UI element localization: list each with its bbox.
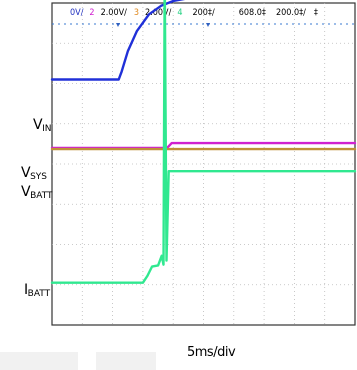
- header-item-7: 608.0‡: [239, 8, 266, 18]
- header-item-6: 200‡/: [192, 8, 214, 18]
- label-vin: VIN: [33, 117, 52, 134]
- label-vsys: VSYS: [21, 165, 48, 182]
- trace-ibatt: [50, 0, 357, 284]
- trace-group: [50, 0, 357, 284]
- header-item-2: 2.00V/: [101, 8, 128, 18]
- channel-header: 0V/2 2.00V/3 2.00V/4 200‡/ 608.0‡ 200.0‡/ ‡: [52, 8, 355, 27]
- header-item-4: 2.00V/: [145, 8, 172, 18]
- trace-vsys: [50, 141, 357, 150]
- background-block-right: [96, 352, 156, 370]
- label-ibatt: IBATT: [24, 282, 51, 299]
- header-item-0: 0V/: [70, 8, 84, 18]
- timebase-label: 5ms/div: [187, 345, 236, 360]
- header-item-5: 4: [177, 8, 182, 18]
- header-item-1: 2: [89, 8, 94, 18]
- background-block-left: [0, 352, 78, 370]
- header-item-9: ‡: [314, 8, 318, 18]
- trace-vin: [50, 0, 186, 81]
- label-vbatt: VBATT: [21, 184, 53, 201]
- header-item-3: 3: [134, 8, 139, 18]
- header-item-8: 200.0‡/: [276, 8, 306, 18]
- trigger-marker-icon: [116, 23, 120, 27]
- channel-settings-text: 0V/2 2.00V/3 2.00V/4 200‡/ 608.0‡ 200.0‡/ ‡: [70, 8, 318, 18]
- plot-grid: [52, 3, 355, 325]
- position-marker-icon: [206, 23, 210, 27]
